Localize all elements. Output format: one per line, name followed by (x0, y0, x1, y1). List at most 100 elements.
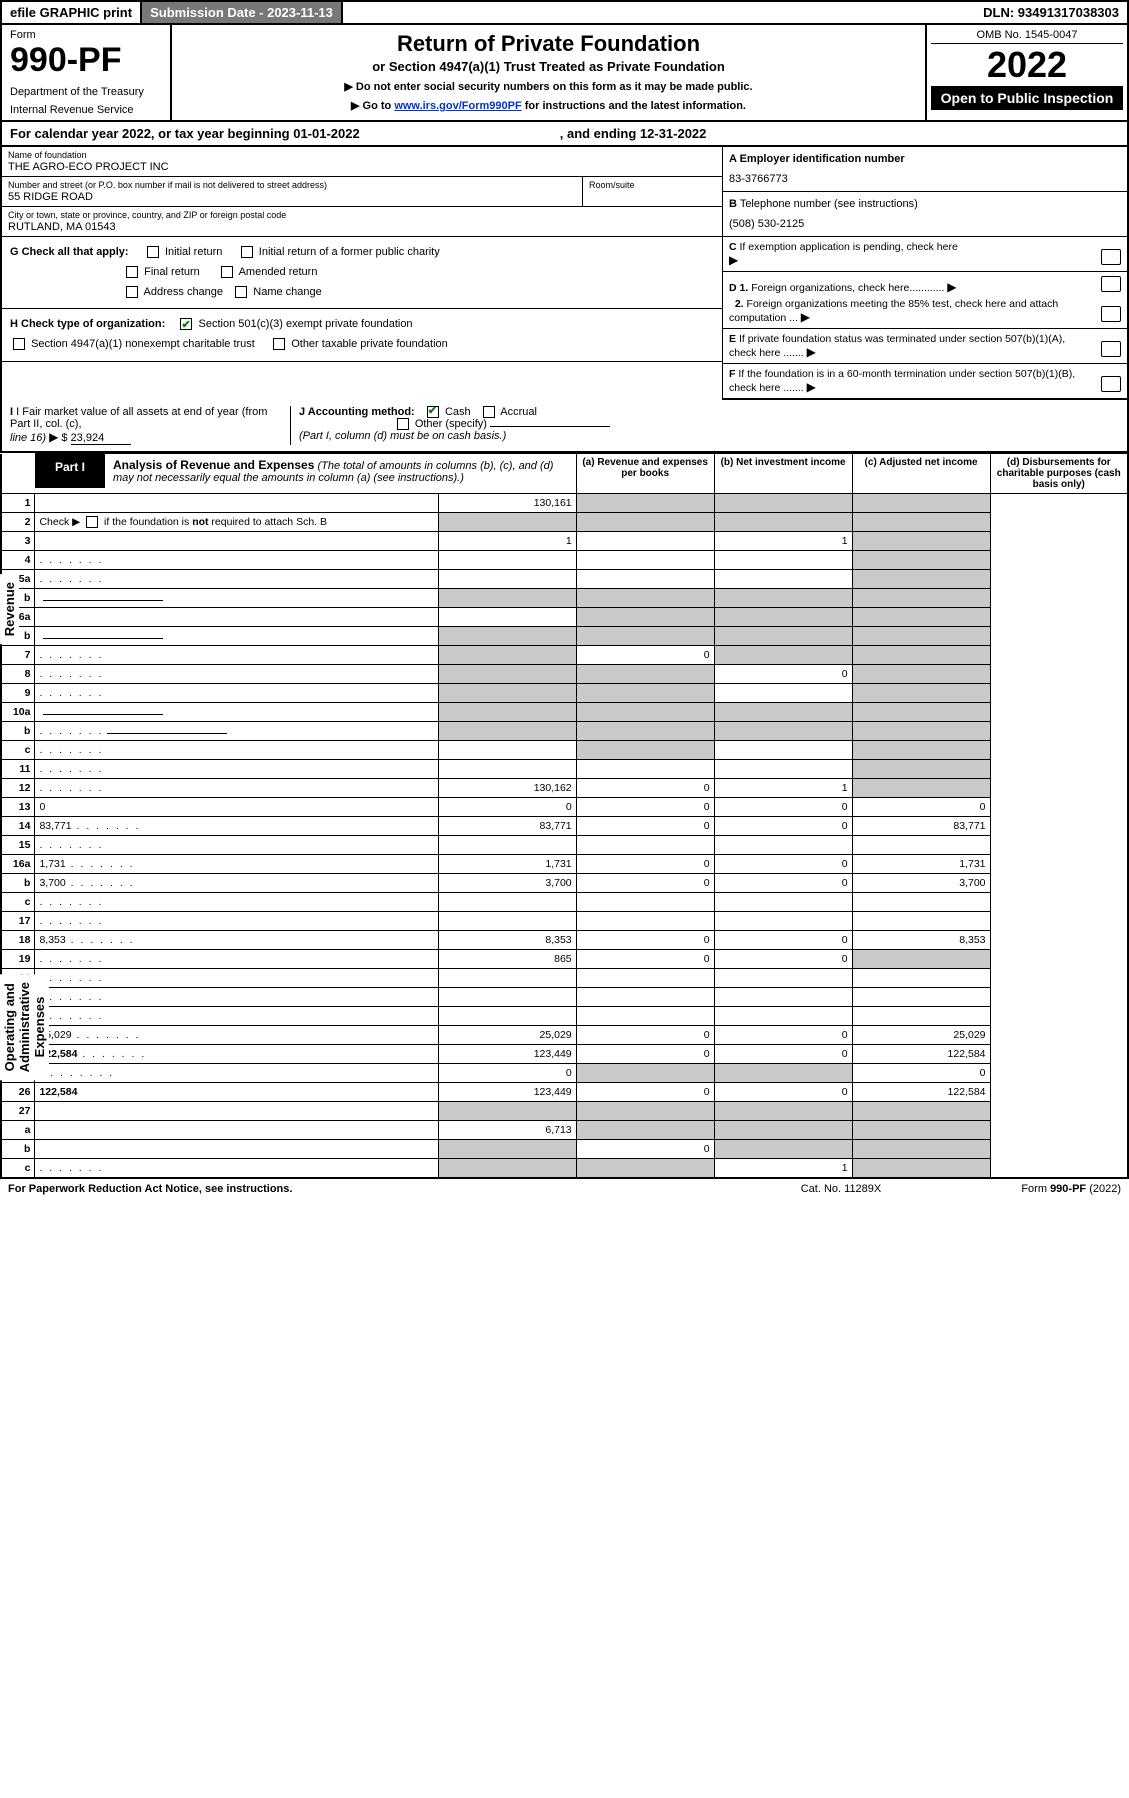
line-description: . . . . . . . (35, 836, 438, 855)
chk-accrual[interactable] (483, 406, 495, 418)
cell-a (438, 741, 576, 760)
table-row: c . . . . . . . (1, 893, 1128, 912)
calendar-begin: For calendar year 2022, or tax year begi… (10, 126, 360, 141)
chk-initial-former[interactable] (241, 246, 253, 258)
table-row: b (1, 589, 1128, 608)
table-row: 12 . . . . . . .130,16201 (1, 779, 1128, 798)
line-number: 14 (1, 817, 35, 836)
cell-d (852, 988, 990, 1007)
chk-address-change[interactable] (126, 286, 138, 298)
cell-c (714, 836, 852, 855)
table-row: 6a (1, 608, 1128, 627)
table-row: 21 . . . . . . . (1, 988, 1128, 1007)
line-description: 8,353 . . . . . . . (35, 931, 438, 950)
cell-b (576, 969, 714, 988)
cell-d (852, 779, 990, 798)
line-number: 18 (1, 931, 35, 950)
cell-b (576, 836, 714, 855)
h-opt-2: Section 4947(a)(1) nonexempt charitable … (31, 338, 255, 350)
cell-d: 8,353 (852, 931, 990, 950)
chk-cash[interactable] (427, 406, 439, 418)
form-header: Form 990-PF Department of the Treasury I… (0, 25, 1129, 122)
cell-b: 0 (576, 1083, 714, 1102)
d2-label: 2. (735, 298, 744, 310)
table-row: 27 (1, 1102, 1128, 1121)
line-description: . . . . . . . (35, 646, 438, 665)
cell-d (852, 741, 990, 760)
line-description: 122,584 (35, 1083, 438, 1102)
line-number: b (1, 722, 35, 741)
part1-tag: Part I (35, 454, 105, 488)
chk-amended[interactable] (221, 266, 233, 278)
cell-a: 3,700 (438, 874, 576, 893)
cell-c (714, 513, 852, 532)
c-pending: C If exemption application is pending, c… (723, 237, 1127, 272)
chk-initial-return[interactable] (147, 246, 159, 258)
table-row: 26122,584123,44900122,584 (1, 1083, 1128, 1102)
chk-final-return[interactable] (126, 266, 138, 278)
cell-c (714, 988, 852, 1007)
cell-b (576, 494, 714, 513)
g-opt-2: Final return (144, 266, 200, 278)
chk-other[interactable] (397, 418, 409, 430)
cell-a (438, 608, 576, 627)
chk-sch-b[interactable] (86, 516, 98, 528)
cell-d: 122,584 (852, 1083, 990, 1102)
col-a-header: (a) Revenue and expenses per books (576, 454, 714, 494)
table-row: 19 . . . . . . .86500 (1, 950, 1128, 969)
cell-b (576, 684, 714, 703)
cell-b: 0 (576, 931, 714, 950)
cell-c: 1 (714, 1159, 852, 1179)
cell-b (576, 570, 714, 589)
g-opt-4: Address change (144, 286, 224, 298)
chk-d1[interactable] (1101, 276, 1121, 292)
g-opt-0: Initial return (165, 246, 222, 258)
chk-name-change[interactable] (235, 286, 247, 298)
chk-501c3[interactable] (180, 318, 192, 330)
room-cell: Room/suite (582, 177, 722, 206)
table-row: 8 . . . . . . .0 (1, 665, 1128, 684)
cell-d: 0 (852, 798, 990, 817)
d1-text: Foreign organizations, check here.......… (751, 282, 944, 294)
open-to-public: Open to Public Inspection (931, 86, 1123, 110)
cell-b (576, 912, 714, 931)
table-row: b3,700 . . . . . . .3,700003,700 (1, 874, 1128, 893)
ij-row: I I Fair market value of all assets at e… (0, 400, 1129, 453)
cell-d: 1,731 (852, 855, 990, 874)
dept-label: Department of the Treasury (10, 86, 162, 98)
cell-b (576, 589, 714, 608)
c-text: If exemption application is pending, che… (740, 241, 958, 253)
cell-b (576, 722, 714, 741)
cell-a: 0 (438, 798, 576, 817)
cell-d (852, 513, 990, 532)
line-number: 26 (1, 1083, 35, 1102)
chk-c[interactable] (1101, 249, 1121, 265)
cell-b (576, 665, 714, 684)
cell-a (438, 646, 576, 665)
table-row: 15 . . . . . . . (1, 836, 1128, 855)
table-row: 4 . . . . . . . (1, 551, 1128, 570)
cell-c (714, 1064, 852, 1083)
cell-a (438, 836, 576, 855)
line-number: 1 (1, 494, 35, 513)
cell-d (852, 646, 990, 665)
chk-4947[interactable] (13, 338, 25, 350)
table-row: c . . . . . . .1 (1, 1159, 1128, 1179)
chk-f[interactable] (1101, 376, 1121, 392)
chk-d2[interactable] (1101, 306, 1121, 322)
cell-d (852, 893, 990, 912)
cell-c: 0 (714, 874, 852, 893)
line-number: 9 (1, 684, 35, 703)
cell-b (576, 741, 714, 760)
chk-other-taxable[interactable] (273, 338, 285, 350)
line-description: . . . . . . . (35, 684, 438, 703)
chk-e[interactable] (1101, 341, 1121, 357)
line-description (35, 608, 438, 627)
col-b-header: (b) Net investment income (714, 454, 852, 494)
table-row: 250 . . . . . . .00 (1, 1064, 1128, 1083)
i-label-a: I Fair market value of all assets at end… (10, 406, 267, 430)
cell-d (852, 532, 990, 551)
cell-c: 0 (714, 817, 852, 836)
table-row: 1300000 (1, 798, 1128, 817)
instructions-link[interactable]: www.irs.gov/Form990PF (394, 100, 521, 112)
